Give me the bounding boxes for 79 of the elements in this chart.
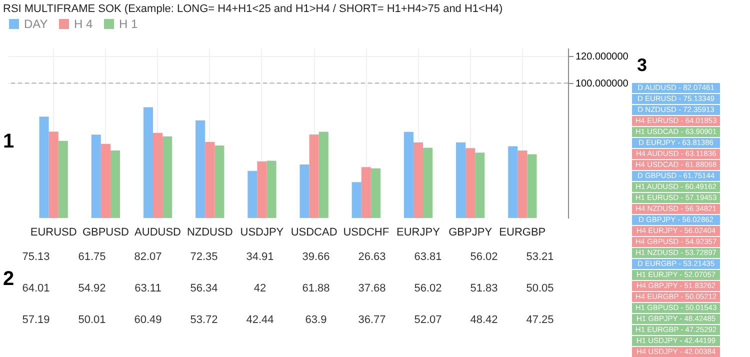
bar (404, 132, 414, 218)
data-label: 63.81 (414, 250, 442, 263)
data-label: 50.05 (526, 282, 554, 294)
x-tick-label: USDCHF (343, 226, 390, 238)
data-label: 56.02 (414, 282, 442, 294)
data-label: 61.75 (78, 250, 106, 263)
data-label: 51.83 (470, 282, 498, 294)
bar (370, 168, 380, 218)
bar (352, 182, 362, 218)
data-label: 53.72 (190, 314, 218, 326)
bar (58, 140, 68, 218)
legend-label: H 1 (119, 17, 138, 31)
legend-label: H 4 (74, 17, 93, 31)
bar (214, 146, 224, 218)
data-label: 47.25 (526, 314, 554, 326)
y-tick-label: 100.000000 (576, 78, 629, 90)
data-label: 36.77 (358, 314, 386, 326)
y-tick-label: 120.000000 (576, 52, 629, 63)
data-label: 60.49 (134, 314, 162, 326)
data-label: 63.9 (305, 314, 327, 326)
x-tick-label: EURGBP (499, 226, 546, 238)
data-label: 72.35 (190, 250, 218, 263)
chart-title: RSI MULTIFRAME SOK (Example: LONG= H4+H1<25 and H1>H4 / SHORT= H1+H4>75 and H1<H4) (3, 3, 503, 15)
bar (423, 148, 433, 218)
data-label: 56.34 (190, 282, 218, 294)
bar (456, 142, 466, 218)
bar (508, 146, 518, 218)
bar (48, 132, 58, 218)
bar (257, 161, 267, 218)
bar (466, 148, 476, 218)
bar (413, 142, 424, 218)
data-label: 42 (254, 282, 266, 294)
x-tick-label: EURUSD (30, 226, 77, 238)
x-tick-label: NZDUSD (186, 226, 233, 238)
bar (300, 164, 310, 218)
data-label: 75.13 (22, 250, 50, 263)
data-label: 42.44 (246, 314, 274, 326)
data-label: 52.07 (414, 314, 442, 326)
data-label: 48.42 (470, 314, 498, 326)
data-label: 64.01 (22, 282, 50, 294)
bar (143, 107, 153, 218)
bar (318, 132, 328, 218)
bar (248, 170, 258, 218)
bar (361, 167, 371, 218)
data-label: 50.01 (78, 314, 106, 326)
data-label: 82.07 (134, 250, 162, 263)
bar (110, 150, 120, 218)
x-tick-label: GBPJPY (448, 226, 493, 238)
data-label: 37.68 (358, 282, 386, 294)
bar (266, 160, 276, 218)
data-label: 63.11 (134, 282, 162, 294)
bar (475, 152, 485, 218)
bar (309, 134, 319, 218)
text: 3 (636, 55, 648, 75)
x-tick-label: AUDUSD (134, 226, 182, 238)
bar (100, 144, 110, 218)
data-label: 57.19 (22, 314, 50, 326)
annotation: 1 (3, 130, 14, 152)
data-label: 34.91 (246, 250, 274, 263)
data-label: 39.66 (302, 250, 330, 263)
data-label: 53.21 (526, 250, 554, 263)
bar (527, 154, 537, 218)
bar (196, 120, 206, 218)
text: 2 (3, 268, 14, 290)
data-label: 26.63 (358, 250, 386, 263)
data-label: 54.92 (78, 282, 106, 294)
x-tick-label: GBPUSD (82, 226, 129, 238)
data-label: 61.88 (302, 282, 330, 294)
bar (152, 132, 163, 218)
bar (205, 142, 215, 218)
legend-label: DAY (24, 17, 48, 31)
bar (162, 136, 172, 218)
x-tick-label: USDCAD (290, 226, 338, 238)
x-tick-label: USDJPY (240, 226, 284, 238)
x-tick-label: EURJPY (396, 226, 441, 238)
data-label: 56.02 (470, 250, 498, 263)
bar (39, 116, 49, 218)
bar (91, 134, 101, 218)
bar (518, 150, 528, 218)
